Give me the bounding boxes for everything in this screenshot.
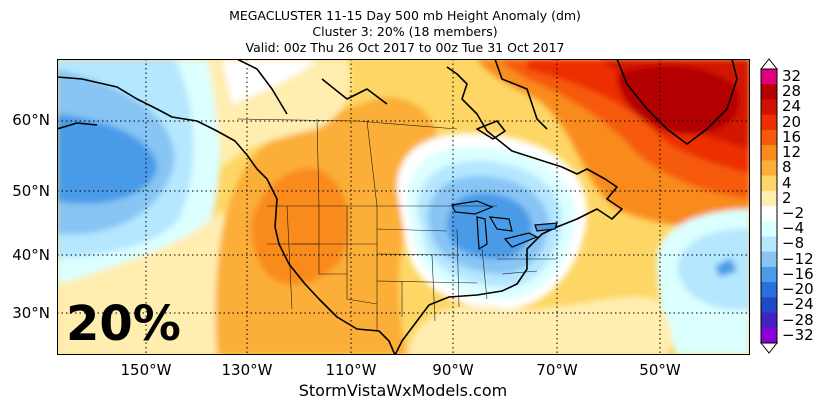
colorbar-tick-label: −2 (782, 204, 805, 222)
colorbar-swatch (761, 221, 777, 237)
colorbar-swatch (761, 84, 777, 100)
lon-label-150w: 150°W (120, 361, 172, 379)
colorbar-bottom-extension (759, 342, 779, 354)
colorbar-tick-label: 20 (782, 112, 802, 131)
colorbar-tick-label: −32 (782, 325, 814, 344)
colorbar-swatch (761, 69, 777, 85)
colorbar-tick-label: 8 (782, 158, 792, 177)
lat-label-60n: 60°N (12, 111, 50, 129)
colorbar-frame (760, 68, 778, 344)
colorbar (759, 58, 779, 354)
colorbar-swatch (761, 206, 777, 222)
title-line-2: Cluster 3: 20% (18 members) (312, 24, 498, 39)
lat-label-50n: 50°N (12, 182, 50, 200)
lon-label-130w: 130°W (221, 361, 273, 379)
colorbar-swatch (761, 129, 777, 146)
colorbar-tick-label: −12 (782, 249, 814, 268)
colorbar-swatch (761, 99, 777, 116)
colorbar-tick-label: −4 (782, 219, 805, 238)
title-line-1: MEGACLUSTER 11-15 Day 500 mb Height Anom… (229, 8, 581, 23)
source-credit: StormVistaWxModels.com (298, 381, 508, 400)
colorbar-tick-label: −16 (782, 264, 814, 283)
colorbar-swatch (761, 190, 777, 207)
colorbar-tick-label: 16 (782, 127, 802, 146)
colorbar-swatch (761, 236, 777, 253)
lat-label-40n: 40°N (12, 246, 50, 264)
colorbar-swatch (761, 282, 777, 298)
colorbar-tick-label: −28 (782, 310, 814, 329)
colorbar-tick-label: 32 (782, 67, 802, 85)
colorbar-tick-label: 28 (782, 82, 802, 101)
lon-label-110w: 110°W (325, 361, 377, 379)
colorbar-swatch (761, 327, 777, 344)
lon-label-90w: 90°W (432, 361, 474, 379)
colorbar-swatch (761, 266, 777, 283)
colorbar-tick-label: 12 (782, 143, 802, 162)
colorbar-tick-label: −24 (782, 295, 814, 314)
lon-label-50w: 50°W (639, 361, 681, 379)
colorbar-swatch (761, 251, 777, 268)
colorbar-swatch (761, 297, 777, 314)
colorbar-tick-label: −8 (782, 234, 805, 253)
colorbar-swatch (761, 114, 777, 131)
colorbar-tick-label: 4 (782, 173, 792, 192)
lon-label-70w: 70°W (536, 361, 578, 379)
colorbar-top-extension (759, 58, 779, 70)
title-line-3: Valid: 00z Thu 26 Oct 2017 to 00z Tue 31… (245, 40, 565, 55)
colorbar-tick-label: −20 (782, 280, 814, 299)
colorbar-swatch (761, 160, 777, 177)
cluster-percent-label: 20% (66, 296, 181, 352)
lat-label-30n: 30°N (12, 304, 50, 322)
colorbar-swatch (761, 145, 777, 161)
height-anomaly-map (57, 59, 750, 355)
colorbar-swatch (761, 175, 777, 192)
colorbar-tick-label: 2 (782, 188, 792, 207)
colorbar-tick-label: 24 (782, 97, 802, 116)
colorbar-swatch (761, 312, 777, 329)
